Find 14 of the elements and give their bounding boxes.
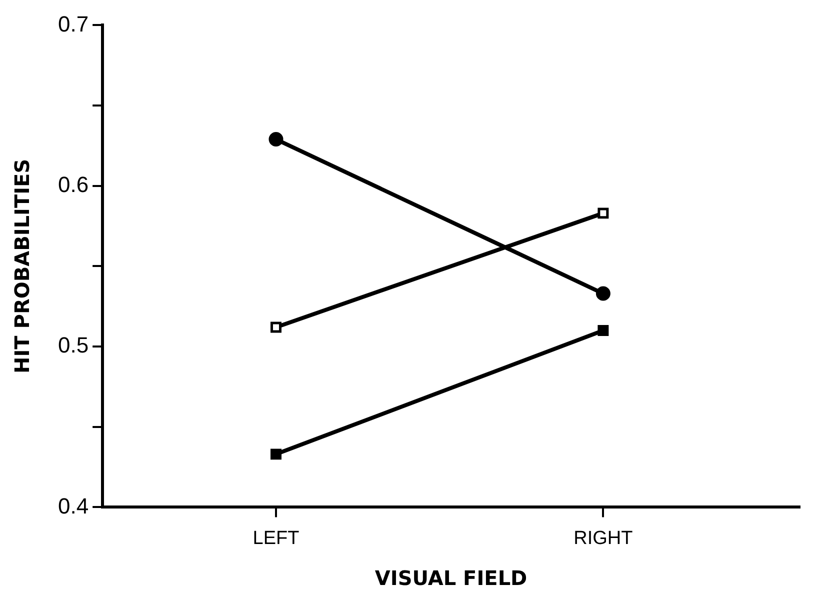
x-tick-label: LEFT (252, 528, 300, 549)
y-tick-label: 0.4 (58, 493, 89, 518)
x-tick-label: RIGHT (574, 528, 634, 549)
y-tick-label: 0.7 (58, 11, 89, 36)
point (596, 286, 610, 301)
point (270, 448, 282, 460)
point (598, 208, 609, 219)
y-axis-title: HIT PROBABILITIES (10, 158, 34, 374)
y-tick-label: 0.5 (58, 332, 89, 358)
y-tick-label: 0.6 (58, 172, 89, 197)
point (268, 132, 284, 147)
point (598, 324, 609, 336)
x-axis-title: VISUAL FIELD (374, 566, 528, 590)
point (270, 322, 282, 333)
